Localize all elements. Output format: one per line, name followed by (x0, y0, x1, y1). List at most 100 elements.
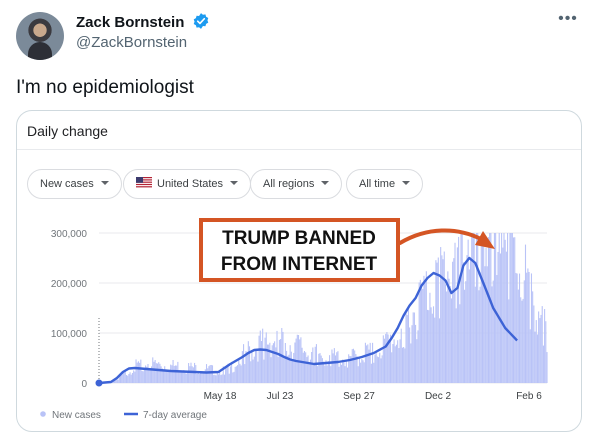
daily-bar (541, 306, 543, 383)
daily-bar (380, 358, 382, 383)
daily-bar (168, 371, 171, 383)
daily-bar (423, 275, 425, 383)
daily-bar (368, 349, 370, 383)
display-name[interactable]: Zack Bornstein (76, 14, 185, 31)
daily-bar (545, 321, 547, 383)
tweet-header: Zack Bornstein @ZackBornstein ••• (16, 10, 582, 60)
divider (17, 149, 581, 150)
daily-bar (529, 329, 531, 383)
avatar[interactable] (16, 12, 64, 60)
daily-bar (486, 266, 488, 383)
daily-bar (528, 272, 530, 383)
daily-bar (518, 273, 521, 383)
daily-bar (540, 314, 542, 383)
daily-bar (352, 348, 355, 383)
daily-bar (303, 350, 306, 383)
daily-bar (184, 372, 186, 383)
daily-bar (272, 343, 274, 383)
daily-bar (515, 272, 517, 383)
daily-bar (485, 247, 487, 383)
daily-bar (323, 361, 325, 383)
more-horizontal-icon[interactable]: ••• (558, 10, 578, 27)
daily-bar (458, 236, 460, 383)
daily-bar (401, 347, 403, 383)
daily-bar (317, 366, 319, 383)
daily-bar (432, 306, 435, 383)
daily-bar (456, 247, 458, 383)
daily-bar (370, 363, 372, 383)
filter-region[interactable]: All regions (250, 169, 343, 199)
daily-bar (429, 292, 431, 383)
daily-bar (498, 233, 500, 383)
daily-bar (173, 365, 175, 383)
daily-bar (450, 298, 452, 383)
daily-bar (410, 343, 412, 383)
daily-bar (197, 372, 199, 383)
daily-bar (375, 351, 377, 383)
daily-bar (145, 365, 147, 383)
filter-metric[interactable]: New cases (27, 169, 122, 199)
daily-bar (510, 233, 512, 383)
daily-bar (436, 262, 438, 383)
daily-bar (142, 371, 144, 383)
daily-bar (241, 351, 243, 383)
x-tick-label: Dec 2 (425, 391, 452, 402)
daily-bar (483, 237, 485, 383)
daily-bar (290, 351, 292, 383)
y-tick-label: 100,000 (51, 329, 88, 340)
daily-bar (330, 366, 332, 383)
daily-bar (379, 352, 381, 383)
daily-bar (400, 328, 402, 383)
daily-bar (430, 307, 432, 383)
daily-bar (502, 247, 504, 383)
daily-bar (166, 371, 168, 383)
daily-bar (544, 309, 546, 383)
y-tick-label: 0 (81, 379, 87, 390)
daily-bar (253, 356, 255, 383)
filter-country[interactable]: United States (123, 169, 252, 199)
daily-bar (122, 372, 124, 383)
filter-time[interactable]: All time (346, 169, 424, 199)
daily-bar (256, 350, 258, 383)
daily-bar (275, 347, 277, 383)
daily-bar (394, 346, 396, 383)
daily-bar (437, 257, 439, 383)
daily-bar (318, 353, 320, 383)
daily-bar (155, 363, 157, 383)
daily-bar (257, 361, 259, 383)
daily-bar (526, 272, 528, 383)
daily-bar (232, 372, 234, 383)
daily-bar (501, 233, 503, 383)
daily-bar (291, 359, 294, 383)
daily-bar (404, 348, 406, 383)
daily-bar (131, 372, 134, 383)
chart-card[interactable]: Daily change New cases United States All… (16, 110, 582, 432)
daily-bar (309, 359, 312, 383)
daily-bar (222, 366, 224, 383)
annotation-arrow (398, 228, 483, 245)
daily-bar (287, 355, 289, 383)
daily-bar (208, 366, 210, 383)
daily-bar (183, 370, 185, 383)
daily-bar (235, 366, 237, 383)
daily-bar (467, 239, 469, 383)
handle[interactable]: @ZackBornstein (76, 34, 188, 51)
daily-bar (441, 255, 443, 383)
daily-bar (511, 233, 513, 383)
daily-bar (344, 366, 346, 383)
daily-bar (503, 233, 505, 383)
daily-bar (364, 342, 366, 383)
daily-bar (252, 359, 254, 383)
daily-bar (447, 271, 449, 383)
daily-bar (158, 362, 160, 383)
daily-bar (386, 332, 388, 383)
daily-bar (308, 362, 310, 383)
daily-bar (491, 286, 493, 383)
daily-bar (446, 291, 448, 383)
daily-bar (336, 352, 338, 383)
filter-metric-label: New cases (40, 178, 94, 190)
average-line (98, 256, 518, 385)
daily-bar (334, 355, 337, 383)
cases-chart[interactable]: 0 100,000 200,000 300,000 May 18 Jul 23 Sep 27… (17, 211, 582, 432)
daily-bar (449, 286, 451, 383)
